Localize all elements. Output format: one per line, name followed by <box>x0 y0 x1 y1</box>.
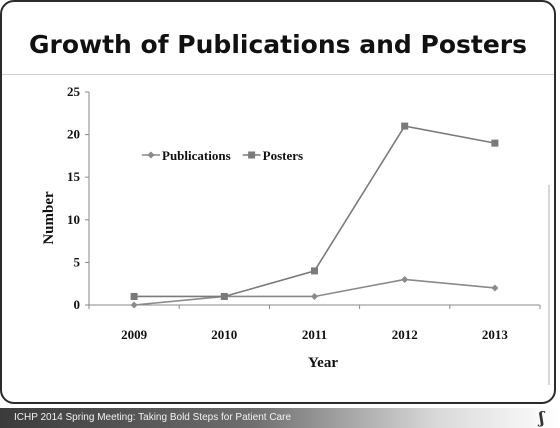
x-axis: 2009 2010 2011 2012 2013 <box>88 304 541 342</box>
data-point-publications <box>491 284 499 292</box>
x-tick-label: 2011 <box>302 327 327 342</box>
x-tick-label: 2013 <box>482 327 509 342</box>
footer-bar <box>0 408 560 428</box>
y-axis-title: Number <box>41 191 57 245</box>
data-point-posters <box>130 292 138 300</box>
data-point-posters <box>311 267 318 275</box>
legend-marker-publications <box>147 151 155 159</box>
y-tick-label: 10 <box>67 212 80 227</box>
data-point-posters <box>220 292 228 300</box>
slide-title: Growth of Publications and Posters <box>28 30 527 59</box>
x-axis-title: Year <box>308 355 338 371</box>
data-point-publications <box>311 292 318 300</box>
edge-decoration <box>548 185 550 385</box>
data-point-posters <box>491 139 499 147</box>
y-tick-label: 5 <box>74 254 81 269</box>
legend-label-posters: Posters <box>263 148 303 163</box>
x-tick-label: 2010 <box>211 327 237 342</box>
y-tick-label: 15 <box>67 169 81 184</box>
legend: Publications Posters <box>142 148 303 163</box>
data-point-posters <box>401 122 409 130</box>
slide-frame <box>0 0 556 404</box>
footer-text: ICHP 2014 Spring Meeting: Taking Bold St… <box>14 412 292 423</box>
x-tick-label: 2012 <box>392 327 418 342</box>
legend-marker-posters <box>248 151 256 159</box>
legend-label-publications: Publications <box>162 148 231 163</box>
series-line-publications <box>134 278 495 306</box>
x-tick-label: 2009 <box>121 327 148 342</box>
y-tick-label: 0 <box>74 297 81 312</box>
title-divider <box>2 74 554 75</box>
y-tick-label: 25 <box>67 84 81 99</box>
series-layer <box>130 122 499 309</box>
y-axis: 0 5 10 15 20 25 <box>67 84 90 312</box>
footer-logo: ʃ <box>539 408 545 427</box>
data-point-publications <box>401 275 409 283</box>
y-tick-label: 20 <box>67 127 80 142</box>
data-point-publications <box>130 301 138 309</box>
